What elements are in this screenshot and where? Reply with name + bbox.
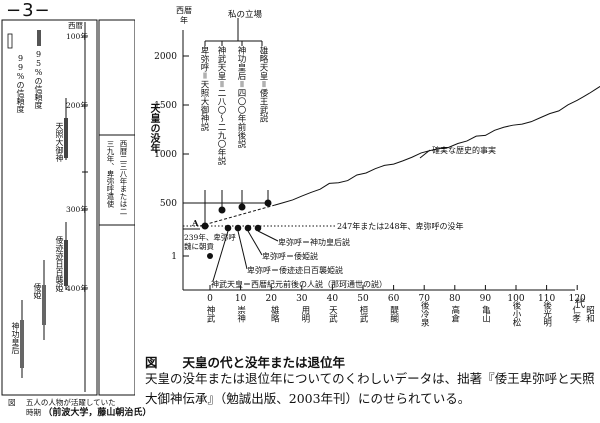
- left-figure-frame: [1, 19, 135, 396]
- page-number: −3−: [6, 0, 51, 21]
- label-amaterasu: 天照大御神: [55, 122, 64, 162]
- x-emperor-6: 醍醐: [389, 306, 399, 324]
- label-jingu: 神功皇后: [11, 322, 20, 354]
- alt-theory-dot-0: [224, 224, 232, 232]
- theory-amaterasu: 卑弥呼＝天照大御神説: [199, 46, 209, 131]
- annotation-jinmu: 神武天皇＝西暦紀元前後の人説（那珂通世の説）: [211, 280, 387, 289]
- projection-dashed-line: [199, 204, 275, 227]
- chart-ylabel: 天皇の没年: [148, 103, 159, 153]
- bar-momoso: [64, 240, 68, 286]
- pointer-yamatohime: [247, 230, 263, 256]
- x-tick-label-110: 110: [538, 294, 555, 304]
- theory-jinmu: 神武天皇＝二八〇〜二九〇年説: [216, 46, 226, 165]
- y-tick-label-500: 500: [160, 199, 177, 209]
- y-tick-label-1000: 1000: [154, 150, 177, 160]
- left-year-100: 100年: [66, 32, 88, 41]
- legend-99: 99%の信頼度: [16, 54, 25, 113]
- series-historical: [274, 92, 590, 206]
- label-yamatohime: 倭姫: [33, 283, 42, 299]
- x-tick-label-120: 120: [569, 294, 586, 304]
- origin-dot: [207, 253, 213, 259]
- point-a-label: A: [192, 219, 199, 229]
- annotation-himiko-death: 247年または248年、卑弥呼の没年: [337, 222, 464, 231]
- left-year-300: 300年: [66, 205, 88, 214]
- bar-yamatohime: [42, 285, 46, 325]
- y-tick-label-1: 1: [171, 252, 177, 262]
- x-emperor-11: 後光明: [542, 301, 552, 328]
- series-historical-continuation: [589, 85, 600, 94]
- pointer-jingu: [257, 230, 279, 242]
- left-caption-line1: 五人の人物が活躍していた: [25, 398, 116, 407]
- figure-caption-title: 図 天皇の代と没年または退位年: [145, 355, 346, 370]
- bar-amaterasu: [64, 118, 68, 158]
- x-emperor-8: 高倉: [450, 305, 460, 324]
- x-emperor-12: 仁孝: [571, 305, 581, 323]
- x-emperor-7: 後冷泉: [419, 301, 429, 327]
- x-emperor-3: 用明: [300, 306, 310, 324]
- annotation-jingu: 卑弥呼＝神功皇后説: [278, 238, 350, 247]
- y-tick-label-2000: 2000: [154, 52, 177, 62]
- x-tick-label-100: 100: [507, 294, 524, 304]
- figure-caption-body: 天皇の没年または退位年についてのくわしいデータは、拙著『倭王卑弥呼と天照大御神伝…: [145, 371, 595, 406]
- theory-jingu: 神功皇后＝四〇〇年前後説: [236, 46, 246, 148]
- stance-label: 私の立場: [228, 10, 263, 20]
- left-year-200: 200年: [66, 101, 88, 110]
- annotation-momoso: 卑弥呼＝倭迹迹日百襲姫説: [247, 266, 343, 275]
- x-emperor-9: 亀山: [480, 305, 490, 324]
- bar-jingu: [20, 320, 24, 368]
- left-caption-line2-prefix: 時期: [26, 408, 41, 417]
- alt-theory-dot-2: [244, 224, 252, 232]
- x-tick-label-80: 80: [449, 294, 461, 304]
- alt-theory-dot-3: [254, 224, 262, 232]
- x-emperor-4: 天武: [327, 306, 337, 323]
- left-year-400: 400年: [66, 284, 88, 293]
- left-right-note: 西暦二三八年または二三九年、卑弥呼遣使: [106, 140, 128, 215]
- x-tick-label-70: 70: [418, 294, 430, 304]
- theory-dot-0: [201, 222, 209, 230]
- x-tick-label-40: 40: [327, 294, 339, 304]
- pointer-momoso: [237, 230, 248, 270]
- x-tick-label-60: 60: [388, 294, 400, 304]
- x-tick-label-30: 30: [296, 294, 308, 304]
- x-emperor-13: 昭和: [584, 306, 594, 324]
- left-caption-handwritten: （前波大学，藤山朝治氏）: [43, 408, 152, 418]
- x-tick-label-10: 10: [235, 294, 247, 304]
- pointer-jinmu: [212, 230, 229, 282]
- chart-x-unit: 代: [575, 299, 585, 310]
- x-emperor-2: 雄略: [269, 305, 279, 323]
- left-era-header: 西暦: [68, 21, 83, 30]
- theory-dot-3: [264, 199, 272, 207]
- x-tick-label-0: 0: [207, 294, 213, 304]
- annotation-history: 確実な歴史的事実: [432, 146, 496, 155]
- x-emperor-0: 神武: [205, 305, 215, 323]
- theory-yuryaku: 雄略天皇＝倭王武説: [258, 46, 268, 123]
- left-caption-prefix: 図: [8, 398, 16, 407]
- left-caption: 図 五人の人物が活躍していた 時期 （前波大学，藤山朝治氏）: [8, 398, 151, 418]
- alt-theory-dot-1: [234, 224, 242, 232]
- theory-dot-1: [218, 206, 226, 214]
- x-emperor-10: 後小松: [511, 301, 521, 328]
- legend-95: 95%の信頼度: [34, 50, 43, 109]
- x-emperor-5: 桓武: [358, 305, 368, 323]
- pointer-history: [419, 149, 431, 159]
- annotation-yamatohime: 卑弥呼＝倭姫説: [262, 252, 318, 261]
- theory-dot-2: [238, 203, 246, 211]
- x-tick-label-90: 90: [480, 294, 492, 304]
- x-tick-label-50: 50: [357, 294, 369, 304]
- annotation-envoy: 239年、卑弥呼魏に朝貢: [184, 233, 236, 251]
- y-tick-label-1500: 1500: [154, 101, 177, 111]
- x-tick-label-20: 20: [265, 294, 277, 304]
- chart-y-header: 西暦 年: [176, 6, 192, 25]
- x-emperor-1: 崇神: [236, 306, 246, 324]
- label-momoso: 倭迹迹日百襲姫: [55, 236, 64, 292]
